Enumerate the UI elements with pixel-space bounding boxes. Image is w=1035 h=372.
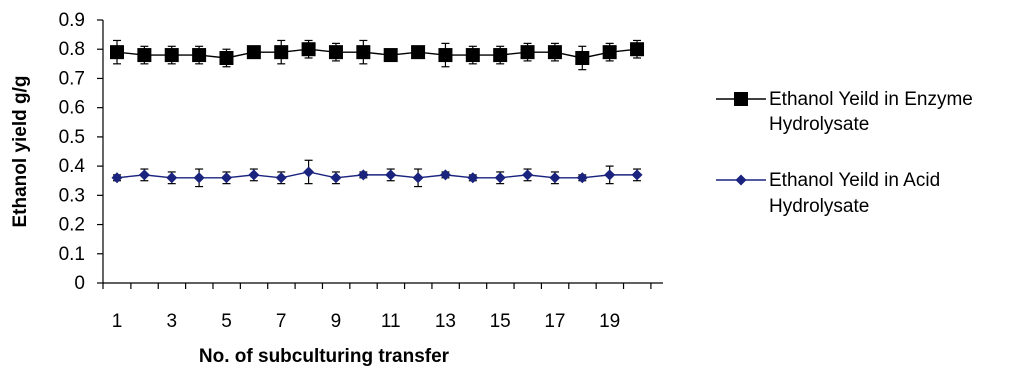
data-point (246, 45, 261, 60)
data-point (549, 172, 561, 184)
y-tick-label: 0.8 (59, 39, 85, 60)
x-tick-label: 17 (544, 311, 565, 332)
legend: Ethanol Yeild in EnzymeHydrolysateEthano… (716, 89, 973, 217)
y-tick-label: 0 (74, 273, 85, 294)
data-point (275, 172, 287, 184)
x-tick-label: 15 (490, 311, 511, 332)
data-point (166, 172, 178, 184)
y-axis: 0 0.1 0.2 0.3 0.4 0.5 0.6 0.7 0.8 0.9 (59, 10, 104, 294)
data-point (467, 172, 479, 184)
x-tick-label: 11 (381, 311, 401, 332)
legend-diamond-marker (735, 174, 747, 186)
data-point (522, 169, 534, 181)
y-tick-label: 0.9 (59, 10, 85, 31)
data-point (111, 172, 123, 184)
data-point (465, 48, 480, 63)
data-point (330, 172, 342, 184)
data-point (110, 45, 124, 60)
x-tick-label: 13 (435, 311, 456, 332)
legend-label: Hydrolysate (769, 114, 869, 135)
data-point (575, 50, 590, 65)
data-point (301, 42, 316, 57)
data-point (412, 172, 424, 184)
y-tick-label: 0.2 (59, 215, 85, 236)
data-point (494, 172, 506, 184)
legend-label: Hydrolysate (769, 196, 869, 217)
y-tick-label: 0.7 (59, 68, 85, 89)
legend-item-1: Ethanol Yeild in Enzyme Hydrolysate (716, 89, 973, 135)
legend-label: Ethanol Yeild in Acid (769, 170, 940, 191)
data-point (356, 45, 371, 60)
x-tick-label: 1 (112, 311, 123, 332)
data-point (547, 45, 562, 60)
data-point (631, 169, 643, 181)
data-point (385, 169, 397, 181)
y-tick-label: 0.3 (59, 185, 85, 206)
series-2 (111, 159, 643, 188)
y-tick-label: 0.6 (59, 98, 85, 119)
data-point (303, 166, 315, 178)
x-axis: 1 3 5 7 9 11 13 15 17 19 (102, 282, 663, 332)
data-point (411, 45, 426, 60)
x-tick-label: 19 (599, 311, 620, 332)
x-tick-label: 9 (331, 311, 342, 332)
data-point (630, 42, 645, 57)
data-point (220, 172, 232, 184)
legend-item-2: Ethanol Yeild in Acid Hydrolysate (716, 170, 940, 217)
x-tick-label: 3 (166, 311, 177, 332)
y-tick-label: 0.5 (59, 127, 85, 148)
x-axis-title: No. of subculturing transfer (199, 346, 450, 367)
data-point (602, 45, 617, 60)
data-point (248, 169, 260, 181)
y-tick-label: 0.1 (59, 244, 85, 265)
data-point (439, 169, 451, 181)
data-point (438, 48, 453, 63)
data-point (274, 45, 289, 60)
data-point (493, 48, 508, 63)
y-axis-title-group: Ethanol yield g/g (10, 75, 31, 227)
data-point (192, 48, 207, 63)
legend-label: Ethanol Yeild in Enzyme (769, 89, 973, 110)
legend-square-marker (734, 92, 748, 106)
series-1 (110, 39, 645, 71)
data-point (604, 169, 616, 181)
data-point (137, 48, 152, 63)
plot-area (110, 39, 645, 188)
data-point (357, 169, 369, 181)
data-point (219, 50, 234, 65)
data-point (138, 169, 150, 181)
data-point (383, 48, 398, 63)
data-point (576, 172, 588, 184)
x-tick-label: 5 (221, 311, 232, 332)
x-tick-label: 7 (276, 311, 287, 332)
y-axis-title: Ethanol yield g/g (10, 75, 31, 227)
y-tick-label: 0.4 (59, 156, 86, 177)
data-point (193, 172, 205, 184)
data-point (164, 48, 179, 63)
data-point (328, 45, 343, 60)
data-point (520, 45, 535, 60)
